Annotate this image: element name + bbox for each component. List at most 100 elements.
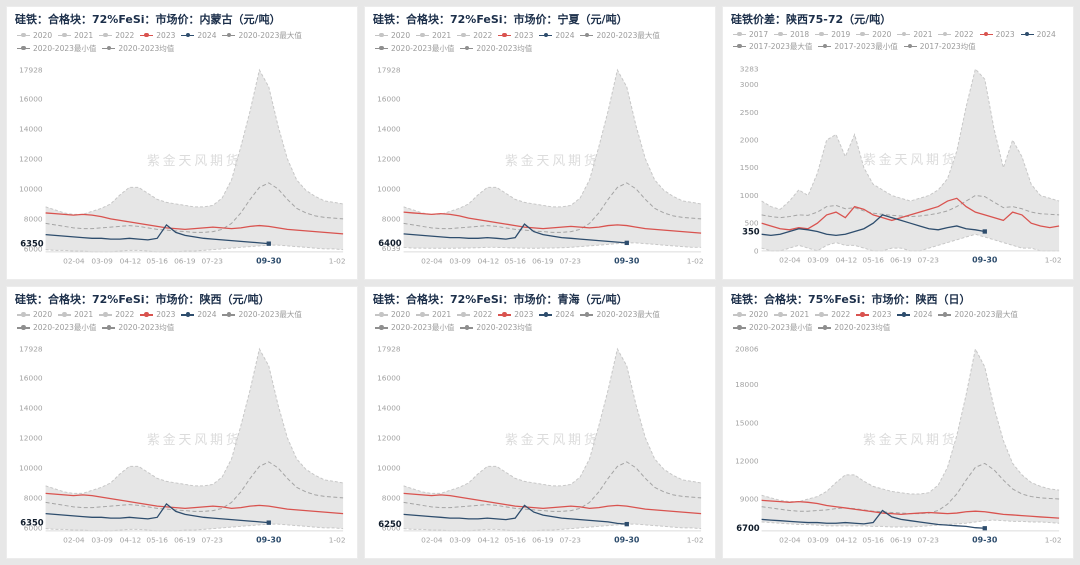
legend-dot-icon: [822, 43, 827, 49]
legend-marker-icon: [815, 311, 829, 318]
legend-dot-icon: [21, 45, 26, 51]
line-2024-end-marker: [266, 241, 271, 246]
legend-item: 2023: [140, 31, 175, 40]
legend-label: 2017: [749, 29, 769, 39]
legend-label: 2020-2023最小值: [749, 323, 813, 333]
legend-item: 2024: [897, 310, 932, 319]
y-tick-label: 1500: [740, 163, 759, 172]
y-tick-label: 6000: [24, 524, 43, 533]
legend-dot-icon: [901, 312, 906, 317]
legend-marker-icon: [99, 311, 113, 318]
max-line: [761, 347, 1060, 503]
max-line: [403, 347, 702, 495]
legend-row-2: 2020-2023最小值 2020-2023均值: [17, 43, 351, 54]
mean-line: [45, 461, 344, 513]
max-line: [45, 68, 344, 215]
mean-line: [403, 461, 702, 513]
x-tick-label: 04-12: [836, 255, 858, 264]
legend-row-2: 2020-2023最小值 2020-2023均值: [733, 322, 1067, 333]
legend-label: 2020-2023最大值: [954, 310, 1018, 320]
x-tick-label: 02-04: [779, 255, 801, 264]
legend-dot-icon: [144, 32, 149, 38]
legend-marker-icon: [140, 32, 154, 39]
legend-dot-icon: [502, 312, 507, 317]
max-line: [761, 67, 1060, 210]
min-line: [403, 242, 702, 249]
y-tick-label: 17928: [377, 345, 401, 354]
legend-label: 2023: [995, 29, 1015, 39]
x-tick-label-highlight: 09-30: [972, 255, 998, 264]
legend-label: 2020-2023均值: [118, 43, 175, 53]
legend-label: 2023: [514, 30, 534, 40]
legend-marker-icon: [17, 324, 30, 331]
legend-marker-icon: [856, 31, 870, 38]
x-tick-label-highlight: 09-30: [256, 256, 282, 265]
x-tick-label: 06-19: [890, 255, 912, 264]
legend-marker-icon: [416, 311, 430, 318]
x-tick-label: 05-16: [504, 256, 526, 265]
line-2024: [403, 222, 627, 244]
legend-dot-icon: [1024, 31, 1030, 37]
x-tick-label: 1-02: [1045, 255, 1062, 264]
legend-label: 2020-2023均值: [118, 323, 175, 333]
legend-item: 2019: [815, 30, 850, 39]
legend-marker-icon: [140, 311, 154, 318]
x-tick-label: 06-19: [174, 256, 196, 265]
legend-dot-icon: [103, 312, 108, 317]
max-line: [45, 347, 344, 495]
legend-marker-icon: [375, 45, 388, 52]
y-tick-label: 10000: [19, 184, 43, 193]
watermark-text: 紫金天风期货: [147, 153, 242, 169]
x-tick-label: 02-04: [779, 536, 801, 545]
legend-item: 2023: [140, 310, 175, 319]
legend-marker-icon: [375, 32, 388, 39]
x-tick-label: 05-16: [146, 536, 168, 545]
legend-marker-icon: [58, 311, 72, 318]
legend-label: 2020: [33, 30, 53, 40]
y-tick-label: 12000: [19, 434, 43, 443]
legend-marker-icon: [498, 311, 512, 318]
legend-label: 2023: [514, 310, 534, 320]
minmax-band-area: [761, 349, 1060, 528]
x-tick-label: 07-23: [917, 255, 939, 264]
legend-item: 2023: [979, 29, 1015, 39]
legend-label: 2020-2023最大值: [238, 310, 302, 320]
legend-dot-icon: [21, 325, 26, 330]
y-highlight-label: 6700: [736, 524, 760, 534]
y-tick-label: 12000: [19, 154, 43, 163]
legend-item: 2020-2023最小值: [17, 43, 96, 54]
line-2024: [761, 509, 985, 530]
legend-label: 2020-2023最大值: [238, 30, 302, 40]
y-tick-label: 3283: [740, 64, 759, 73]
chart-title: 硅铁价差：陕西75-72（元/吨）: [731, 13, 892, 26]
legend-item: 2023: [856, 310, 891, 319]
legend-row-1: 2020 2021 2022 2023 2024 2020-2023最大值: [17, 30, 351, 41]
legend-marker-icon: [102, 45, 116, 52]
minmax-band-area: [403, 349, 702, 532]
y-tick-label: 8000: [24, 494, 43, 503]
legend-label: 2021: [913, 29, 933, 39]
legend-dot-icon: [584, 32, 590, 38]
y-tick-label: 14000: [377, 404, 401, 413]
x-tick-label: 02-04: [63, 536, 85, 545]
legend-marker-icon: [1020, 31, 1034, 38]
chart-title: 硅铁：合格块：72%FeSi：市场价：宁夏（元/吨）: [373, 13, 628, 26]
legend-row-2: 2020-2023最小值 2020-2023均值: [375, 322, 709, 333]
x-tick-label: 05-16: [504, 536, 526, 545]
x-tick-label: 03-09: [807, 255, 829, 264]
legend-marker-icon: [460, 324, 474, 331]
legend-dot-icon: [543, 32, 548, 38]
y-tick-label: 6000: [382, 524, 401, 533]
legend-label: 2020-2023最小值: [33, 323, 97, 333]
legend-dot-icon: [907, 43, 913, 49]
legend-marker-icon: [17, 311, 30, 318]
legend-marker-icon: [897, 311, 911, 318]
y-tick-label: 16000: [19, 374, 43, 383]
legend-marker-icon: [375, 324, 388, 331]
legend-dot-icon: [942, 312, 948, 317]
legend-dot-icon: [379, 32, 384, 38]
y-tick-label: 16000: [377, 374, 401, 383]
y-tick-label: 9000: [740, 495, 759, 504]
legend-label: 2020: [391, 310, 411, 320]
y-tick-label: 6039: [382, 244, 401, 253]
